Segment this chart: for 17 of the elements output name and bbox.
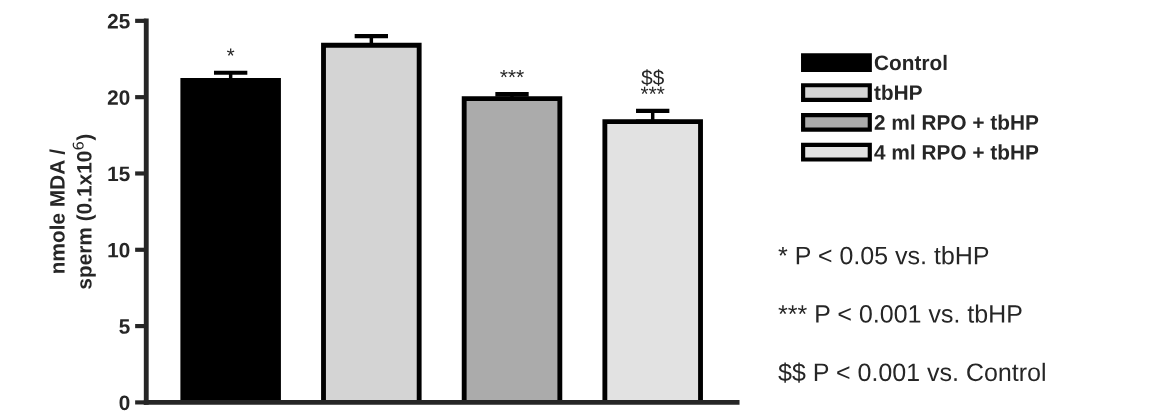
data-label: $$ *** (640, 69, 665, 94)
y-tick-label: 5 (119, 319, 130, 334)
data-label: * (226, 48, 235, 56)
data-label: *** (500, 69, 524, 78)
legend-label: 2 ml RPO + tbHP (874, 114, 1039, 130)
legend-label: tbHP (874, 84, 922, 100)
text: * P < 0.05 vs. tbHP (778, 246, 989, 265)
text: $$ P < 0.001 vs. Control (778, 362, 1045, 383)
y-tick-label: 20 (107, 90, 130, 105)
y-axis-title: nmole MDA / sperm (0.1x10$^{6}$) (49, 134, 96, 289)
text: *** P < 0.001 vs. tbHP (778, 304, 1022, 323)
y-tick-label: 25 (107, 13, 130, 29)
y-tick-label: 10 (108, 242, 130, 258)
y-tick-label: 15 (108, 166, 130, 182)
legend-label: Control (874, 54, 947, 71)
legend-label: 4 ml RPO + tbHP (874, 144, 1039, 160)
y-tick-label: 0 (119, 395, 130, 411)
